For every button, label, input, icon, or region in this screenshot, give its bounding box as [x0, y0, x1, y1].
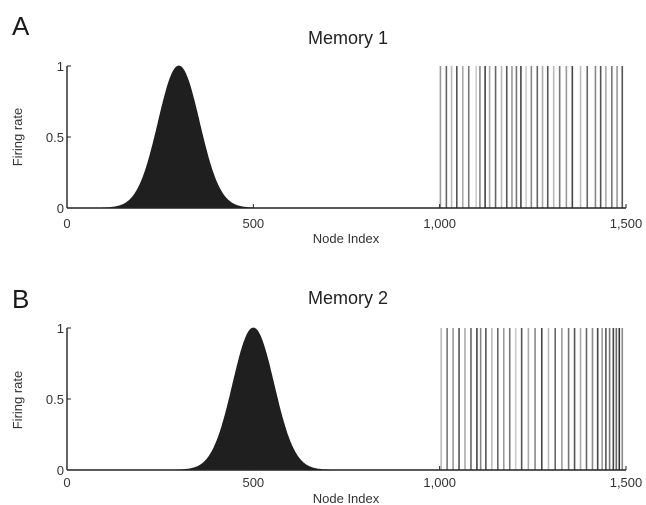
activity-bump-b [150, 327, 356, 471]
y-axis-label-b: Firing rate [10, 371, 25, 430]
x-tick-label-b-0: 0 [63, 475, 70, 490]
x-tick-label-b-3: 1,500 [610, 475, 643, 490]
y-tick-label-b-1: 0.5 [46, 392, 64, 407]
x-tick-label-a-2: 1,000 [423, 216, 456, 231]
y-tick-label-a-0: 0 [57, 201, 64, 216]
x-tick-label-a-3: 1,500 [610, 216, 643, 231]
plot-area-a: 0 500 1,000 1,500 0 0.5 1 [46, 59, 642, 231]
plot-area-b: 0 500 1,000 1,500 0 0.5 1 [46, 321, 642, 490]
x-tick-label-a-0: 0 [63, 216, 70, 231]
y-axis-label-a: Firing rate [10, 108, 25, 167]
chart-title-b: Memory 2 [308, 288, 388, 308]
panel-letter-a: A [12, 11, 30, 41]
chart-title-a: Memory 1 [308, 28, 388, 48]
y-tick-label-a-1: 0.5 [46, 130, 64, 145]
x-tick-label-b-2: 1,000 [423, 475, 456, 490]
x-axis-label-b: Node Index [313, 491, 380, 505]
panel-b: B Memory 2 Firing rate Node Index 0 500 1,… [10, 284, 642, 505]
activity-bump-a [76, 65, 282, 209]
x-tick-label-a-1: 500 [242, 216, 264, 231]
y-tick-label-b-2: 1 [57, 321, 64, 336]
panel-a: A Memory 1 Firing rate Node Index 0 500 1,… [10, 11, 642, 246]
y-tick-label-b-0: 0 [57, 463, 64, 478]
y-tick-label-a-2: 1 [57, 59, 64, 74]
panel-letter-b: B [12, 284, 29, 314]
x-axis-label-a: Node Index [313, 231, 380, 246]
x-tick-label-b-1: 500 [242, 475, 264, 490]
